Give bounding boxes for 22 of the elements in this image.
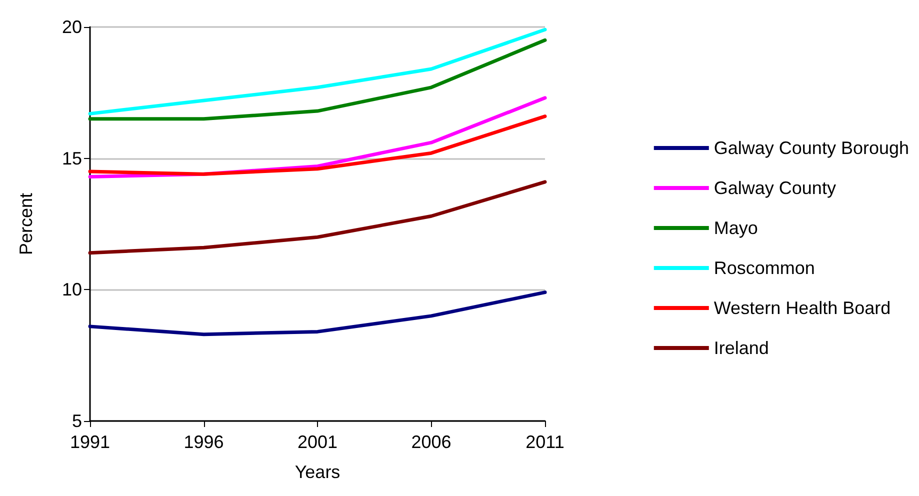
x-tick-label: 2001 [297, 432, 338, 452]
legend-label: Mayo [714, 218, 758, 238]
x-tick-label: 1991 [70, 432, 110, 452]
x-axis-title: Years [294, 462, 340, 482]
y-axis-title: Percent [16, 192, 36, 256]
line-series [88, 290, 547, 336]
line-series [88, 180, 547, 255]
legend-label: Western Health Board [714, 298, 891, 318]
legend-label: Galway County Borough [714, 138, 909, 158]
line-series [88, 114, 547, 176]
y-tick-label: 10 [62, 280, 82, 300]
y-tick-label: 20 [62, 17, 82, 37]
legend-label: Ireland [714, 338, 769, 358]
line-series [88, 28, 547, 116]
x-tick-label: 2006 [411, 432, 452, 452]
line-series [88, 38, 547, 121]
x-tick-label: 1996 [184, 432, 224, 452]
legend-label: Galway County [714, 178, 836, 198]
x-tick-label: 2011 [526, 432, 564, 452]
legend-label: Roscommon [714, 258, 815, 278]
y-tick-label: 5 [72, 411, 82, 431]
y-tick-label: 15 [62, 148, 82, 168]
